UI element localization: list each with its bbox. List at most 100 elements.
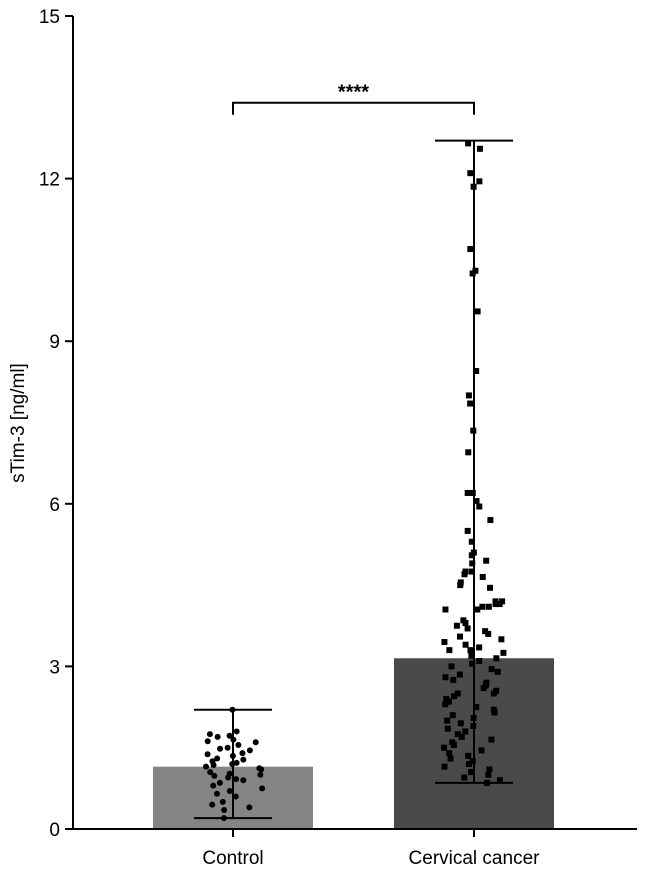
data-point (444, 717, 451, 724)
data-point (214, 755, 221, 762)
data-point (454, 731, 461, 738)
data-point (482, 628, 489, 635)
data-point (239, 750, 246, 757)
plot-area: 0 3 6 9 12 15 Control Cervical cancer **** (39, 7, 637, 869)
data-point (445, 698, 452, 705)
y-tick-label: 15 (39, 7, 60, 28)
data-point (447, 755, 454, 762)
data-point (480, 685, 487, 692)
x-tick-label: Cervical cancer (409, 848, 541, 869)
data-point (498, 636, 505, 643)
data-point (240, 777, 247, 784)
data-point (224, 744, 231, 751)
y-tick-label: 12 (39, 170, 60, 191)
data-point (209, 801, 216, 808)
data-point (464, 625, 471, 632)
y-tick-label: 3 (49, 657, 60, 678)
data-point (467, 400, 474, 407)
data-point (453, 622, 460, 629)
data-point (457, 720, 464, 727)
data-point (446, 750, 453, 757)
data-point (467, 246, 474, 253)
data-point (258, 766, 265, 773)
data-point (468, 538, 475, 545)
data-point (456, 671, 463, 678)
data-point (204, 751, 211, 758)
data-point (462, 728, 469, 735)
data-point (232, 793, 239, 800)
data-point (465, 760, 472, 767)
data-point (469, 270, 476, 277)
data-point (488, 736, 495, 743)
data-point (486, 584, 493, 591)
y-tick-label: 0 (49, 820, 60, 841)
data-point (465, 752, 472, 759)
data-point (240, 756, 247, 763)
data-point (461, 571, 468, 578)
data-point (468, 769, 475, 776)
significance-bracket (232, 101, 475, 115)
data-point (216, 779, 223, 786)
data-point (474, 308, 481, 315)
data-point (476, 657, 483, 664)
data-point (464, 527, 471, 534)
data-point (485, 603, 492, 610)
data-point (478, 747, 485, 754)
data-point (226, 732, 233, 739)
data-point (225, 774, 232, 781)
data-point (483, 557, 490, 564)
data-point (233, 776, 240, 783)
y-axis-title: sTim-3 [ng/ml] (8, 363, 29, 483)
data-point (458, 733, 465, 740)
data-point (444, 725, 451, 732)
data-point (441, 639, 448, 646)
data-point (476, 145, 483, 152)
data-point (476, 644, 483, 651)
data-point (233, 728, 240, 735)
data-point (494, 668, 501, 675)
data-point (468, 568, 475, 575)
data-point (246, 804, 253, 811)
data-point (450, 741, 457, 748)
significance-label: **** (338, 82, 369, 104)
data-point (207, 769, 214, 776)
data-point (457, 582, 464, 589)
data-point (474, 606, 481, 613)
data-point (491, 709, 498, 716)
data-point (473, 368, 480, 375)
data-point (442, 701, 449, 708)
data-point (496, 601, 503, 608)
data-point (469, 560, 476, 567)
data-point (485, 630, 492, 637)
data-point (465, 449, 472, 456)
data-point (496, 777, 503, 784)
y-tick-label: 9 (49, 332, 60, 353)
data-point (492, 601, 499, 608)
data-point (210, 762, 217, 769)
data-point (485, 771, 492, 778)
data-point (457, 633, 464, 640)
data-point (462, 641, 469, 648)
data-point (221, 807, 228, 814)
y-tick-label: 6 (49, 495, 60, 516)
data-point (252, 739, 259, 746)
data-point (206, 731, 213, 738)
data-point (211, 772, 218, 779)
data-point (476, 503, 483, 510)
data-point (450, 676, 457, 683)
data-point (257, 771, 264, 778)
data-point (479, 573, 486, 580)
data-point (486, 766, 493, 773)
data-point (449, 712, 456, 719)
data-point (217, 745, 224, 752)
data-point (465, 140, 472, 147)
data-point (464, 489, 471, 496)
data-point (500, 649, 507, 656)
data-point (487, 517, 494, 524)
data-point (493, 655, 500, 662)
data-point (441, 763, 448, 770)
data-point (210, 782, 217, 789)
data-point (213, 790, 220, 797)
data-point (451, 693, 458, 700)
